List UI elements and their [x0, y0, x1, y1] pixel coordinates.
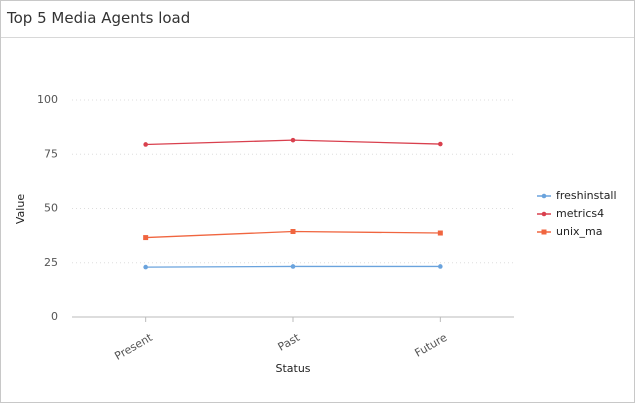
y-tick-label: 25 [44, 256, 58, 269]
marker [290, 264, 296, 269]
marker [437, 230, 443, 236]
marker [438, 264, 443, 269]
x-tick-label: Present [112, 331, 155, 363]
legend-marker [541, 229, 547, 235]
marker [438, 141, 443, 147]
y-tick-label: 0 [51, 310, 58, 323]
x-tick-label: Past [276, 331, 303, 354]
legend-marker [541, 193, 547, 199]
y-tick-label: 75 [44, 147, 58, 160]
x-tick-label: Future [412, 331, 449, 360]
marker [290, 229, 296, 235]
marker [143, 235, 149, 241]
legend-label: freshinstall [556, 189, 617, 202]
legend-label: unix_ma [556, 225, 602, 238]
x-axis-label: Status [275, 362, 310, 375]
marker [143, 264, 148, 270]
legend-marker [541, 211, 547, 217]
y-axis-label: Value [14, 194, 27, 224]
panel-title: Top 5 Media Agents load [1, 1, 634, 38]
chart: Value Status 0 25 50 75 100 Present Past Future… [14, 93, 617, 375]
marker [143, 142, 148, 147]
legend-label: metrics4 [556, 207, 604, 220]
marker [290, 137, 296, 143]
y-tick-label: 100 [37, 93, 58, 106]
y-tick-label: 50 [44, 202, 58, 215]
